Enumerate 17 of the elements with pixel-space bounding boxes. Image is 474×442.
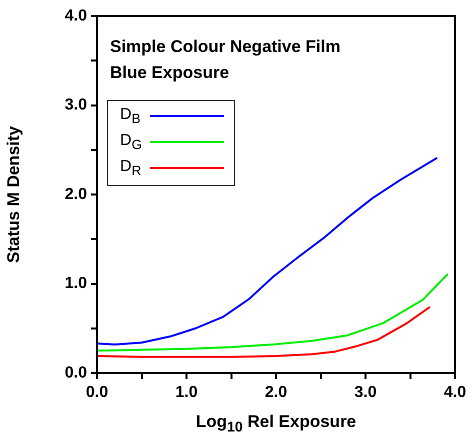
y-tick-label: 0.0 <box>64 364 88 382</box>
text: Simple Colour Negative Film <box>110 36 340 58</box>
y-tick-label: 2.0 <box>64 186 88 203</box>
x-tick-label: 2.0 <box>264 384 288 402</box>
y-tick-label: 3.0 <box>64 96 88 114</box>
legend-label: D$_{R}$ <box>120 158 142 178</box>
x-tick-label: 3.0 <box>354 384 377 402</box>
text: Blue Exposure <box>110 62 230 84</box>
x-tick-label: 1.0 <box>175 384 198 402</box>
x-tick-label: 0.0 <box>86 384 108 402</box>
y-axis-title: Status M Density <box>4 125 23 263</box>
legend-label: D$_{G}$ <box>120 132 143 152</box>
y-tick-label: 1.0 <box>64 275 88 292</box>
y-tick-label: 4.0 <box>64 7 88 24</box>
x-tick-label: 4.0 <box>444 384 466 402</box>
x-axis-title: Log$_{10}$ Rel Exposure <box>194 412 358 436</box>
legend-label: D$_{B}$ <box>120 106 142 126</box>
